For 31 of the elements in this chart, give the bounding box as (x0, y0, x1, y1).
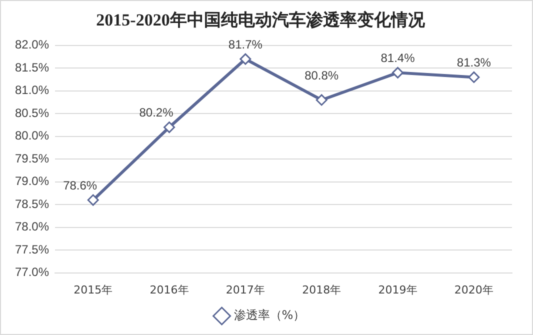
legend-label: 渗透率（%） (234, 308, 306, 322)
point (164, 122, 176, 134)
y-tick-label: 79.0% (14, 174, 50, 188)
chart-title: 2015-2020年中国纯电动汽车渗透率变化情况 (96, 10, 426, 30)
x-tick-label: 2016年 (150, 283, 189, 296)
data-label: 80.8% (304, 68, 339, 82)
y-tick-label: 77.0% (14, 265, 50, 280)
y-tick-label: 79.5% (14, 151, 50, 166)
data-label: 81.4% (380, 51, 416, 65)
x-tick-label: 2019年 (378, 283, 418, 296)
x-tick-label: 2020年 (454, 283, 494, 296)
y-tick-label: 82.0% (14, 38, 50, 52)
y-tick-label: 77.5% (14, 242, 50, 256)
point (392, 66, 404, 78)
data-label: 81.7% (228, 37, 263, 52)
y-tick-label: 80.5% (14, 106, 50, 120)
data-label: 80.2% (139, 106, 174, 120)
data-label: 81.3% (456, 56, 492, 70)
data-label: 78.6% (63, 178, 98, 192)
point (316, 94, 328, 106)
point (240, 53, 252, 65)
y-tick-label: 81.0% (14, 83, 50, 98)
y-tick-label: 78.0% (14, 220, 50, 234)
y-tick-label: 78.5% (14, 196, 50, 211)
y-tick-label: 81.5% (14, 60, 50, 74)
point (468, 71, 480, 83)
x-tick-label: 2018年 (302, 283, 342, 296)
point (87, 194, 99, 206)
y-tick-label: 80.0% (14, 128, 50, 143)
x-tick-label: 2015年 (74, 283, 113, 296)
x-tick-label: 2017年 (226, 283, 265, 296)
